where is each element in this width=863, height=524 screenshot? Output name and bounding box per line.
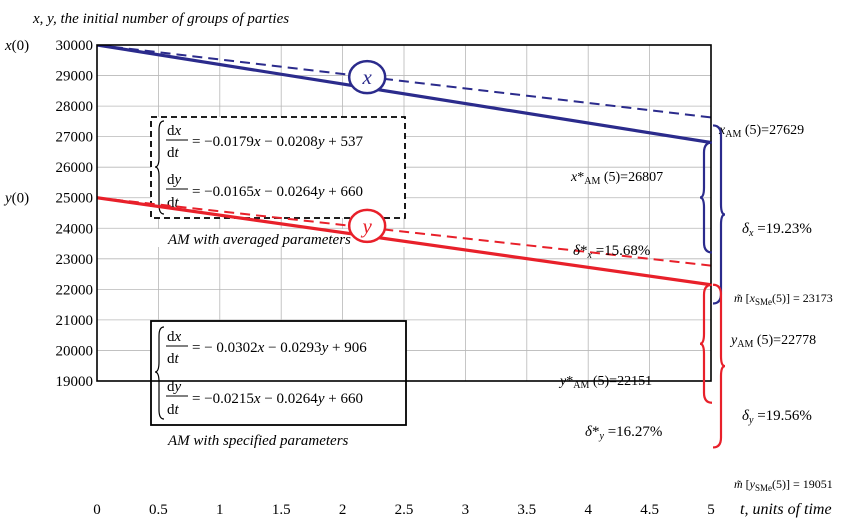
y-tick-label: 27000 — [56, 130, 94, 146]
y-tick-prefix: y(0) — [3, 191, 29, 207]
x-tick-label: 4.5 — [640, 502, 659, 518]
y-am-label: yAM (5)=22778 — [729, 333, 816, 350]
svg-text:dy: dy — [167, 172, 182, 188]
y-tick-label: 28000 — [56, 99, 94, 115]
svg-text:dt: dt — [167, 145, 180, 161]
y-tick-label: 20000 — [56, 343, 94, 359]
brace-delta-y — [712, 283, 726, 449]
specified-caption: AM with specified parameters — [167, 433, 349, 449]
averaged-caption-bg — [151, 229, 465, 247]
x-tick-label: 0.5 — [149, 502, 168, 518]
delta-star-y-label: δ*y =16.27% — [585, 424, 662, 442]
series-line-y-dash — [97, 196, 711, 267]
x-tick-label: 0 — [93, 502, 101, 518]
series-group — [97, 45, 711, 287]
series-labels: xy — [347, 59, 387, 244]
delta-y-label: δy =19.56% — [742, 408, 812, 426]
y-tick-label: 24000 — [56, 221, 94, 237]
plot-frame — [96, 44, 712, 382]
x-tick-label: 1 — [216, 502, 224, 518]
x-tick-label: 3.5 — [517, 502, 536, 518]
svg-text:= −0.0179x − 0.0208y + 537: = −0.0179x − 0.0208y + 537 — [192, 134, 363, 150]
brace-delta-x — [712, 124, 726, 305]
specified-equations: dx dt = − 0.0302x − 0.0293y + 906 dy dt … — [154, 326, 367, 420]
specified-caption-bg — [151, 431, 405, 449]
delta-x-label: δx =19.23% — [742, 221, 812, 239]
series-line-x-solid — [97, 45, 711, 145]
x-tick-label: 3 — [462, 502, 470, 518]
series-label-y: y — [360, 214, 372, 238]
x-tick-label: 4 — [584, 502, 592, 518]
y-tick-label: 22000 — [56, 282, 94, 298]
y-tick-label: 25000 — [56, 191, 94, 207]
averaged-caption: AM with averaged parameters — [167, 232, 351, 248]
series-line-y-solid — [97, 196, 711, 287]
y-tick-label: 21000 — [56, 313, 94, 329]
svg-text:= −0.0215x − 0.0264y + 660: = −0.0215x − 0.0264y + 660 — [192, 391, 363, 407]
brace-delta-star-y — [699, 283, 713, 404]
svg-text:dx: dx — [167, 329, 182, 345]
averaged-equations-brace — [154, 120, 165, 215]
series-line-x-dash — [97, 45, 711, 119]
specified-equations-box — [150, 320, 407, 426]
series-label-circle — [347, 59, 387, 95]
y-tick-label: 23000 — [56, 252, 94, 268]
x-axis-label: t, units of time — [740, 501, 832, 518]
specified-equations-brace — [154, 326, 165, 420]
averaged-equations-box — [150, 116, 406, 219]
x-tick-label: 2 — [339, 502, 347, 518]
chart-title: x, y, the initial number of groups of pa… — [32, 11, 289, 27]
braces — [699, 124, 726, 449]
svg-text:dt: dt — [167, 402, 180, 418]
svg-text:dx: dx — [167, 123, 182, 139]
y-tick-labels: 19000 20000 21000 22000 23000 24000 25000 y(0) 2… — [3, 38, 93, 390]
y-tick-label: 29000 — [56, 69, 94, 85]
x-tick-label: 1.5 — [272, 502, 291, 518]
series-label-circle — [347, 208, 387, 244]
x-am-label: xAM (5)=27629 — [718, 123, 804, 140]
y-tick-label: 30000 — [56, 38, 94, 54]
brace-delta-star-x — [699, 141, 713, 254]
y-tick-label: 26000 — [56, 160, 94, 176]
svg-text:dt: dt — [167, 351, 180, 367]
m-y-label: m̃ [ySMe(5)] = 19051 — [734, 477, 833, 493]
delta-star-x-label: δ*x =15.68% — [573, 243, 650, 261]
svg-text:= − 0.0302x − 0.0293y + 906: = − 0.0302x − 0.0293y + 906 — [192, 340, 367, 356]
y-tick-label: 19000 — [56, 374, 94, 390]
x-tick-labels: 0 0.5 1 1.5 2 2.5 3 3.5 4 4.5 5 — [93, 502, 715, 518]
m-x-label: m̃ [xSMe(5)] = 23173 — [734, 291, 833, 307]
y-star-am-label: y*AM (5)=22151 — [558, 374, 652, 391]
y-tick-prefix: x(0) — [4, 38, 29, 54]
x-tick-label: 2.5 — [395, 502, 414, 518]
x-tick-label: 5 — [707, 502, 715, 518]
x-star-am-label: x*AM (5)=26807 — [570, 170, 663, 187]
svg-text:= −0.0165x − 0.0264y + 660: = −0.0165x − 0.0264y + 660 — [192, 184, 363, 200]
series-label-x: x — [361, 65, 372, 89]
svg-text:dy: dy — [167, 379, 182, 395]
